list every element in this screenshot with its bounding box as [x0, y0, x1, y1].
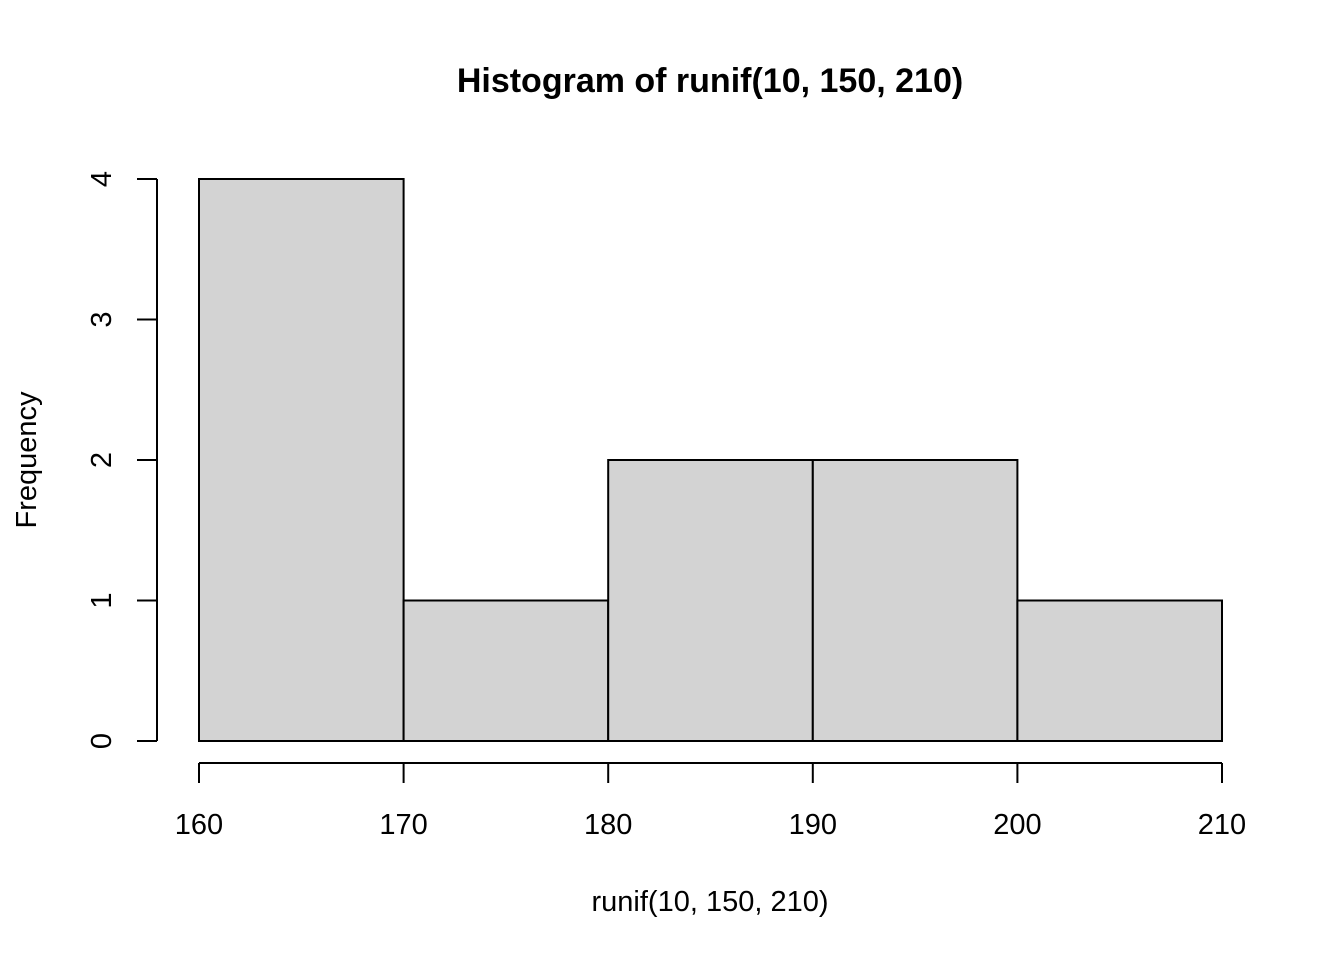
y-tick-label-1: 1 [86, 592, 118, 608]
y-tick-label-0: 0 [86, 733, 118, 749]
histogram-bar-200-210 [1016, 599, 1224, 742]
x-tick-label-210: 210 [1198, 809, 1246, 841]
y-tick-label-4: 4 [86, 171, 118, 187]
x-tick-label-170: 170 [379, 809, 427, 841]
y-axis-label: Frequency [11, 391, 43, 529]
bars-group [198, 178, 1224, 742]
histogram-bar-180-190 [607, 459, 814, 742]
chart-title: Histogram of runif(10, 150, 210) [457, 62, 963, 100]
histogram-bar-170-180 [402, 599, 610, 742]
y-tick-label-3: 3 [86, 311, 118, 327]
x-tick-label-190: 190 [789, 809, 837, 841]
histogram-bar-190-200 [811, 459, 1019, 742]
x-tick-label-160: 160 [175, 809, 223, 841]
x-tick-label-180: 180 [584, 809, 632, 841]
x-tick-label-200: 200 [993, 809, 1041, 841]
y-tick-label-2: 2 [86, 452, 118, 468]
y-axis: 0 1 2 3 4 [86, 171, 158, 749]
x-axis: 160 170 180 190 200 210 [175, 762, 1246, 841]
histogram-bar-160-170 [198, 178, 405, 742]
x-axis-label: runif(10, 150, 210) [592, 886, 829, 918]
